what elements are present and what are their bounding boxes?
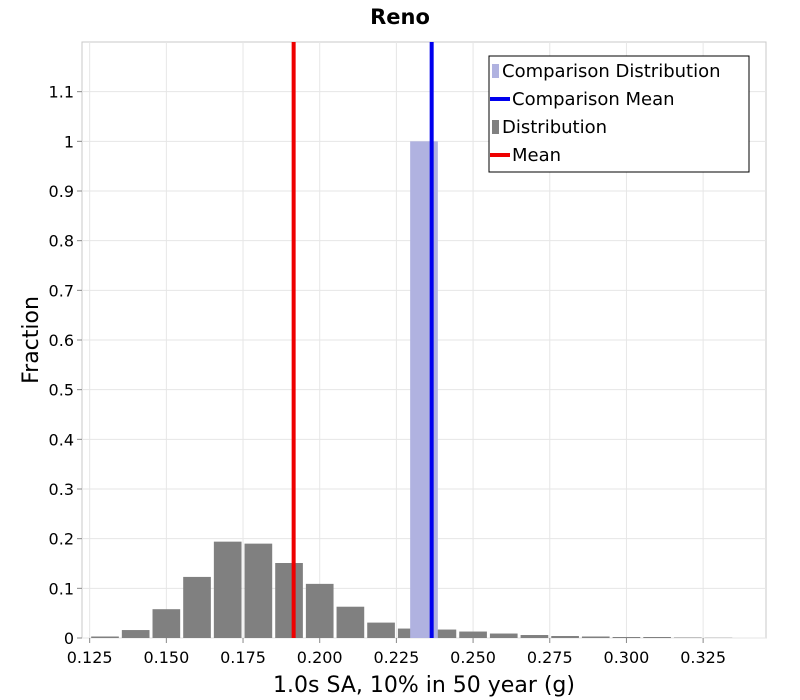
distribution-bar xyxy=(244,543,273,638)
y-tick-label: 1.1 xyxy=(49,83,74,102)
distribution-bar xyxy=(305,583,334,638)
mean-lines xyxy=(291,42,434,638)
distribution-bar xyxy=(643,637,671,638)
x-tick-label: 0.125 xyxy=(67,648,113,667)
y-axis-ticks: 0 0.1 0.2 0.3 0.4 0.5 0.6 0.7 0.8 0.9 1 1.1 xyxy=(49,83,82,648)
distribution-bar xyxy=(121,630,150,638)
distribution-bar xyxy=(213,541,242,638)
distribution-bar xyxy=(367,622,395,638)
legend-label: Mean xyxy=(512,145,561,166)
y-tick-label: 0.8 xyxy=(49,232,74,251)
y-tick-label: 0.5 xyxy=(49,381,74,400)
legend-label: Distribution xyxy=(502,117,607,138)
legend-box xyxy=(488,55,750,173)
y-tick-label: 0.7 xyxy=(49,281,74,300)
legend-swatch xyxy=(492,120,499,134)
x-tick-label: 0.200 xyxy=(297,648,343,667)
comparison-distribution-bars xyxy=(410,141,438,639)
y-axis-label: Fraction xyxy=(19,296,44,384)
x-tick-label: 0.225 xyxy=(373,648,419,667)
y-tick-label: 0.4 xyxy=(49,430,74,449)
y-tick-label: 0.3 xyxy=(49,480,74,499)
distribution-bar xyxy=(581,636,610,638)
x-tick-label: 0.150 xyxy=(143,648,189,667)
x-axis-label: 1.0s SA, 10% in 50 year (g) xyxy=(273,673,575,698)
y-tick-label: 0.1 xyxy=(49,579,74,598)
legend-label: Comparison Mean xyxy=(512,89,675,110)
comparison-distribution-bar xyxy=(410,141,438,639)
distribution-bar xyxy=(551,636,579,638)
y-tick-label: 0 xyxy=(64,629,74,648)
chart-title: Reno xyxy=(370,5,430,29)
distribution-bar xyxy=(275,563,303,638)
x-axis-ticks: 0.125 0.150 0.175 0.200 0.225 0.250 0.275 0.300… xyxy=(67,638,726,667)
distribution-bar xyxy=(612,637,641,638)
legend-swatch xyxy=(492,64,499,78)
y-tick-label: 0.9 xyxy=(49,182,74,201)
legend-label: Comparison Distribution xyxy=(502,61,721,82)
legend: Comparison Distribution Comparison Mean Di… xyxy=(488,55,750,173)
distribution-bar xyxy=(520,635,549,638)
x-tick-label: 0.300 xyxy=(604,648,650,667)
x-tick-label: 0.275 xyxy=(527,648,573,667)
distribution-bar xyxy=(183,576,211,638)
distribution-bar xyxy=(489,633,518,638)
distribution-bar xyxy=(336,606,365,638)
y-tick-label: 0.2 xyxy=(49,530,74,549)
distribution-bar xyxy=(152,609,181,638)
distribution-bars xyxy=(91,541,733,638)
distribution-bar xyxy=(428,629,457,638)
distribution-bar xyxy=(91,636,119,638)
x-tick-label: 0.325 xyxy=(680,648,726,667)
x-tick-label: 0.250 xyxy=(450,648,496,667)
y-tick-label: 0.6 xyxy=(49,331,74,350)
x-tick-label: 0.175 xyxy=(220,648,266,667)
distribution-bar xyxy=(459,631,487,638)
y-tick-label: 1 xyxy=(64,132,74,151)
